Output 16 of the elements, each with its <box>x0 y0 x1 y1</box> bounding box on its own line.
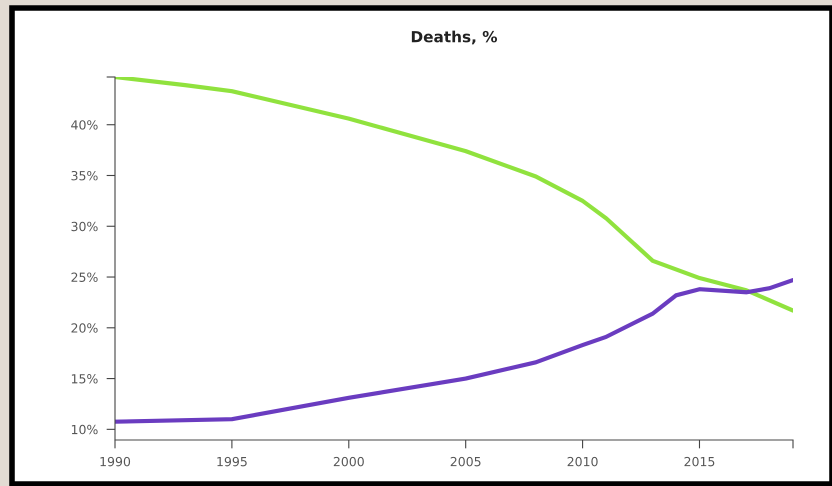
y-tick-label: 35% <box>72 170 98 180</box>
chart-title: Deaths, % <box>412 30 498 44</box>
line-series <box>115 278 793 424</box>
x-tick-label: 2000 <box>334 456 364 466</box>
y-tick-label: 10% <box>72 424 98 434</box>
x-tick-label: 2005 <box>450 456 481 466</box>
x-tick-label: 2015 <box>684 456 714 466</box>
y-tick-label: 40% <box>71 120 98 130</box>
x-tick-label: 1990 <box>100 456 130 466</box>
y-tick-label: 20% <box>71 323 98 333</box>
x-tick-label: 1995 <box>217 456 247 466</box>
x-tick-label: 2010 <box>568 456 598 466</box>
y-tick-label: 15% <box>72 374 98 384</box>
line-series <box>115 77 793 313</box>
y-tick-label: 30% <box>72 222 98 232</box>
y-tick-label: 25% <box>71 272 98 282</box>
